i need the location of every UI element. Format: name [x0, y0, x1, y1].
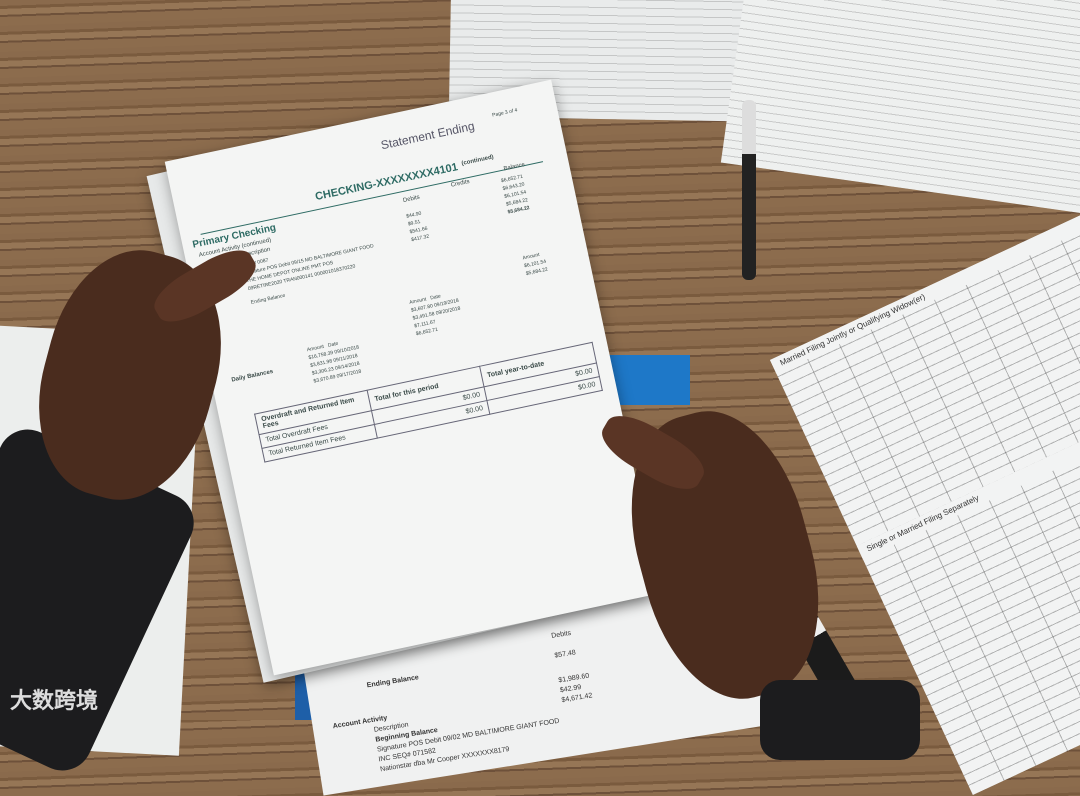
ending-balance-label: Ending Balance: [366, 674, 420, 690]
daily-balances-left: Amount Date $16,758.39 09/10/2018 $3,831…: [306, 336, 365, 386]
daily-balances-label: Daily Balances: [231, 368, 274, 384]
pen: [742, 100, 756, 280]
daily-balances-mid: Amount Date $3,607.80 09/19/2018 $3,491.…: [409, 289, 465, 338]
right-sleeve: [760, 680, 920, 760]
tax-table-header-2: Single or Married Filing Separately: [856, 393, 1080, 560]
col-debits: Debits: [402, 194, 421, 205]
page-number: Page 3 of 4: [491, 107, 518, 119]
watermark-logo: 大数跨境: [10, 689, 99, 714]
bank-statement-page: Statement Ending Page 3 of 4 CHECKING-XX…: [164, 79, 661, 676]
fees-table: Overdraft and Returned Item Fees Total fo…: [254, 342, 603, 463]
statement-title: Statement Ending: [379, 118, 476, 153]
debit-value: $57.48: [554, 649, 577, 660]
daily-balances-right: Amount $6,101.54 $5,684.22: [522, 250, 549, 278]
col-balance: Balance: [503, 162, 526, 173]
debit-values: $44.90 $9.51 $541.66 $417.32: [406, 209, 430, 244]
continued-label: (continued): [461, 154, 495, 168]
debit-value: $42.99: [559, 683, 582, 695]
background-document-top-right: [720, 0, 1080, 216]
account-number: CHECKING-XXXXXXXX4101: [314, 161, 459, 204]
transaction-descriptions: SEQ# 0087 Signature POS Debit 09/15 MD B…: [242, 234, 380, 306]
debit-value: $1,989.60: [557, 672, 590, 685]
debits-label: Debits: [550, 629, 572, 640]
tax-table-header: Married Filing Jointly or Qualifying Wid…: [770, 207, 1080, 374]
balance-values: $6,652.71 $6,643.20 $6,101.54 $5,684.22 …: [500, 173, 531, 217]
debit-value: $4,671.42: [561, 692, 593, 705]
